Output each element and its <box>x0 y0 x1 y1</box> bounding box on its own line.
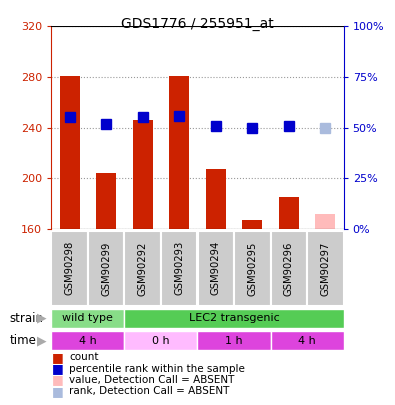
Text: GSM90298: GSM90298 <box>65 241 75 295</box>
Bar <box>124 331 198 350</box>
Bar <box>161 231 198 306</box>
Bar <box>60 76 80 229</box>
Text: ■: ■ <box>51 373 63 386</box>
Text: 4 h: 4 h <box>298 336 316 345</box>
Bar <box>51 231 88 306</box>
Bar <box>271 331 344 350</box>
Text: ■: ■ <box>51 385 63 398</box>
Bar <box>279 197 299 229</box>
Text: LEC2 transgenic: LEC2 transgenic <box>189 313 279 323</box>
Text: percentile rank within the sample: percentile rank within the sample <box>69 364 245 373</box>
Bar <box>51 309 124 328</box>
Bar <box>88 231 124 306</box>
Bar <box>124 309 344 328</box>
Text: GSM90292: GSM90292 <box>138 241 148 296</box>
Text: GSM90299: GSM90299 <box>101 241 111 296</box>
Text: GDS1776 / 255951_at: GDS1776 / 255951_at <box>121 17 274 31</box>
Bar <box>242 220 262 229</box>
Bar <box>234 231 271 306</box>
Text: value, Detection Call = ABSENT: value, Detection Call = ABSENT <box>69 375 235 385</box>
Bar <box>51 331 124 350</box>
Text: 4 h: 4 h <box>79 336 97 345</box>
Bar <box>315 214 335 229</box>
Text: GSM90295: GSM90295 <box>247 241 257 296</box>
Text: strain: strain <box>10 312 44 325</box>
Text: ▶: ▶ <box>37 312 46 325</box>
Bar <box>133 120 153 229</box>
Bar <box>198 331 271 350</box>
Bar <box>169 76 189 229</box>
Text: ■: ■ <box>51 362 63 375</box>
Bar <box>206 169 226 229</box>
Text: rank, Detection Call = ABSENT: rank, Detection Call = ABSENT <box>69 386 229 396</box>
Text: 1 h: 1 h <box>225 336 243 345</box>
Text: ■: ■ <box>51 351 63 364</box>
Text: GSM90293: GSM90293 <box>174 241 184 295</box>
Bar <box>96 173 116 229</box>
Text: GSM90297: GSM90297 <box>320 241 330 296</box>
Text: GSM90294: GSM90294 <box>211 241 221 295</box>
Text: time: time <box>10 334 37 347</box>
Text: ▶: ▶ <box>37 334 46 347</box>
Text: 0 h: 0 h <box>152 336 170 345</box>
Bar <box>271 231 307 306</box>
Text: count: count <box>69 352 99 362</box>
Text: GSM90296: GSM90296 <box>284 241 294 296</box>
Bar <box>198 231 234 306</box>
Text: wild type: wild type <box>62 313 113 323</box>
Bar <box>307 231 344 306</box>
Bar <box>124 231 161 306</box>
